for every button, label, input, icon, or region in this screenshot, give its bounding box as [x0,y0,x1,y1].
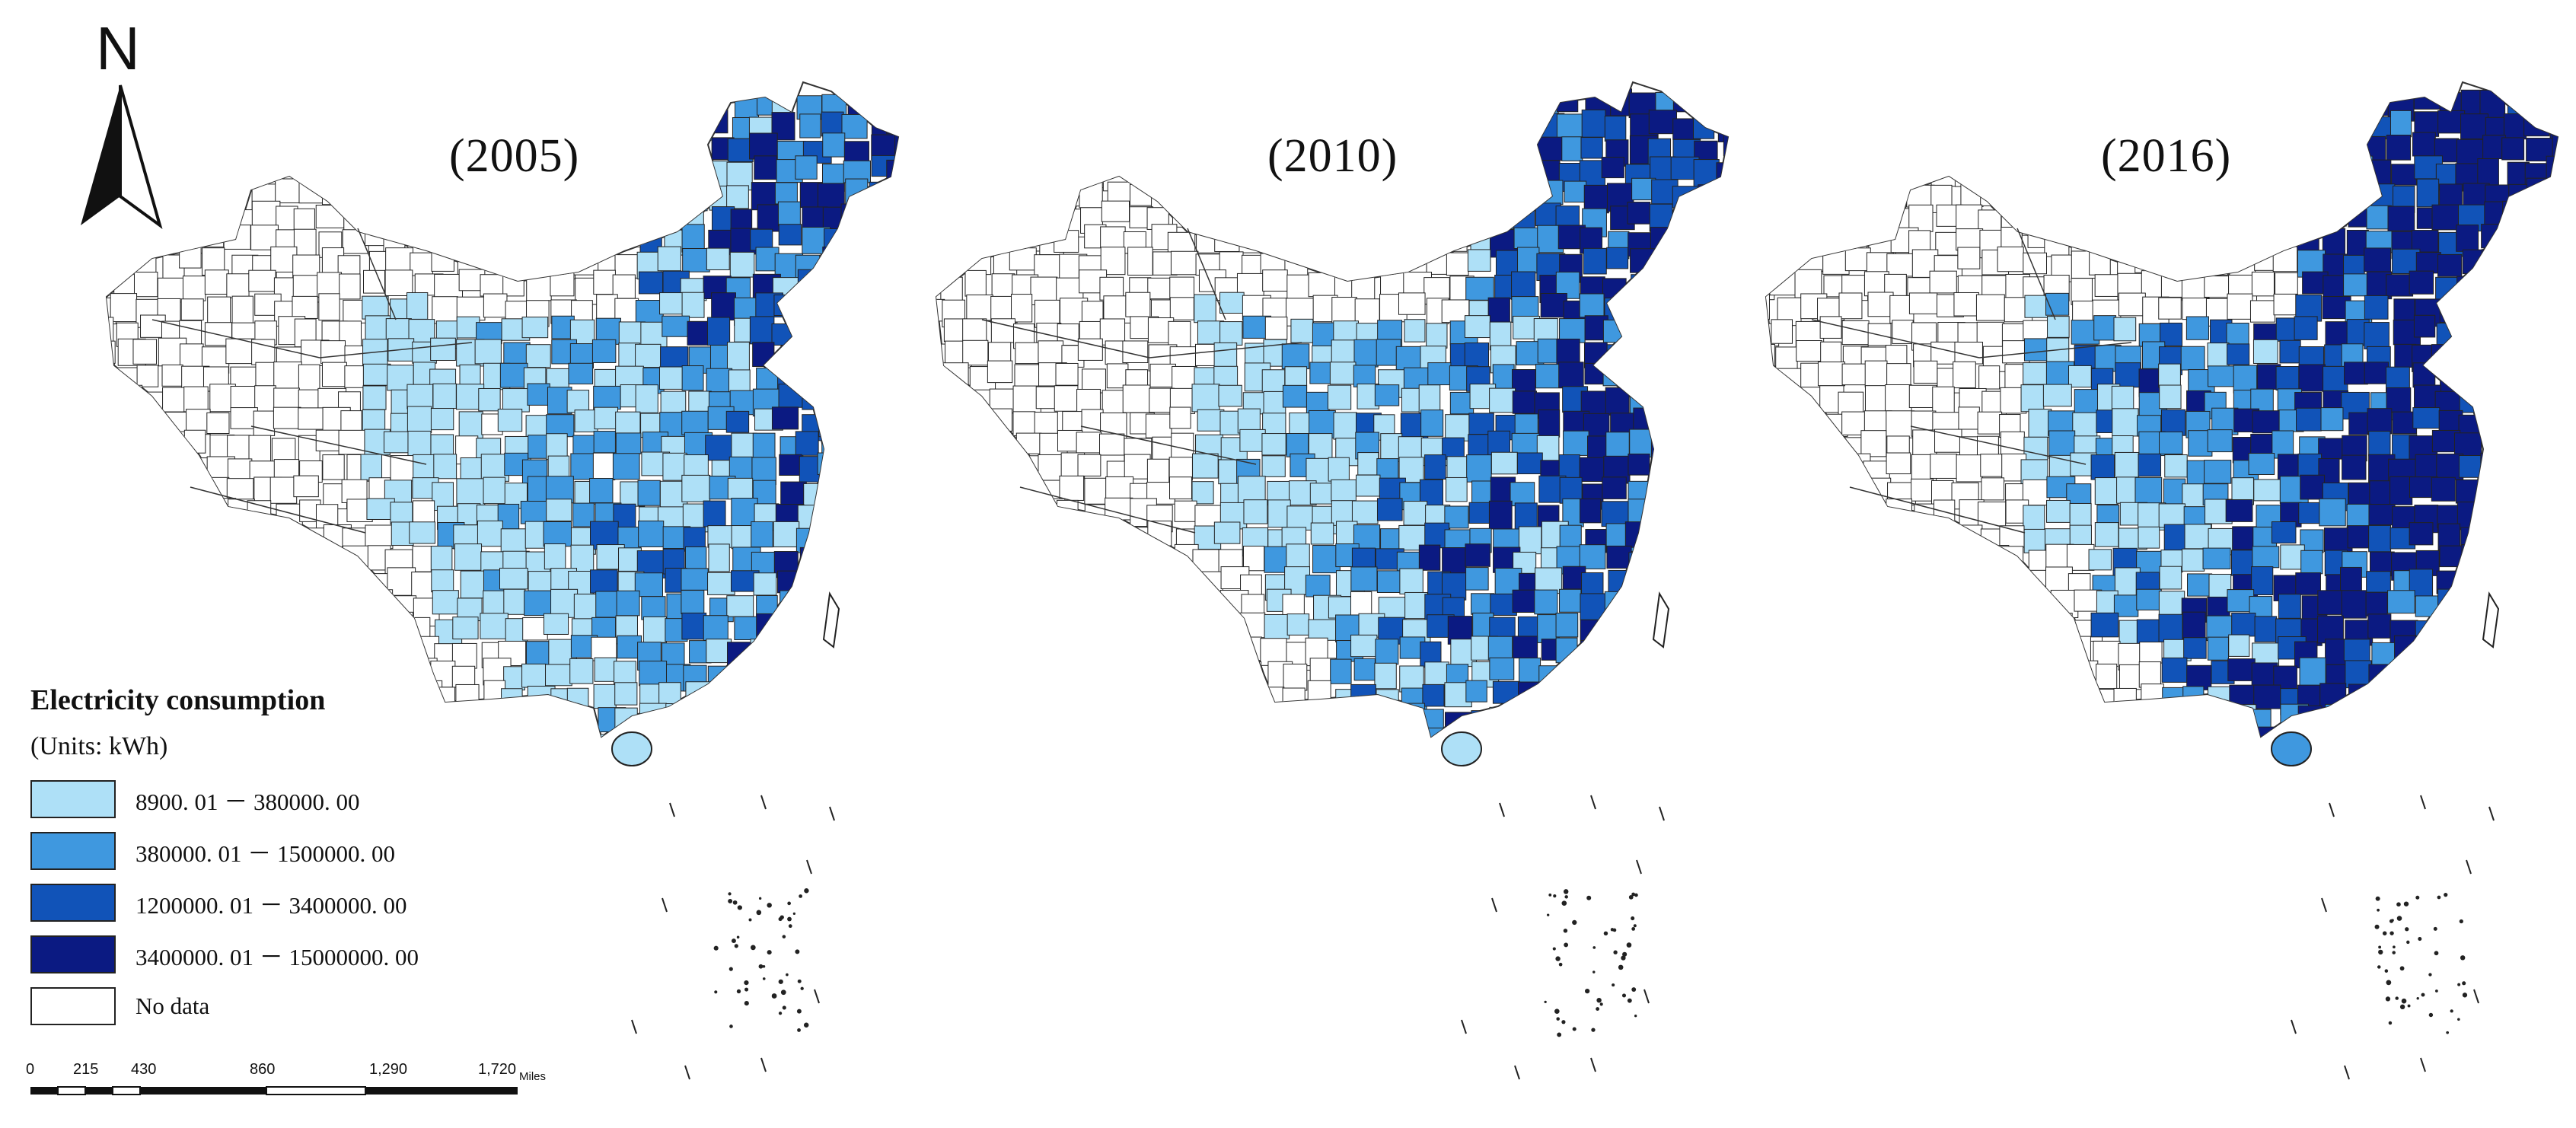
map-title-2016: (2016) [2101,130,2232,182]
legend-swatch [30,987,116,1025]
legend-swatch [30,884,116,922]
map-panel-2016 [1765,81,2559,1080]
legend-swatch [30,935,116,973]
legend-label: No data [135,993,210,1019]
legend-units: (Units: kWh) [30,732,168,760]
legend-swatch [30,780,116,818]
scale-tick-label: 0 [26,1061,35,1078]
legend-item: 3400000. 01 － 15000000. 00 [30,929,419,980]
map-title-2005: (2005) [449,130,580,182]
legend-swatch [30,832,116,870]
legend-item: 8900. 01 － 380000. 00 [30,773,419,825]
legend-item: 380000. 01 － 1500000. 00 [30,825,419,877]
legend-title: Electricity consumption [30,684,326,716]
scale-unit-label: Miles [519,1070,547,1083]
choropleth-maps [105,81,2559,1080]
legend-label: 380000. 01 － 1500000. 00 [135,840,395,867]
scale-tick-label: 215 [73,1061,99,1078]
legend: Electricity consumption (Units: kWh) 890… [30,683,419,1032]
legend-label: 1200000. 01 － 3400000. 00 [135,891,407,919]
map-panel-2010 [935,81,1730,1080]
scale-tick-label: 1,720 [478,1061,517,1078]
map-title-2010: (2010) [1267,130,1398,182]
scale-bar [30,1086,518,1095]
scale-tick-label: 430 [131,1061,157,1078]
north-label: N [96,14,140,82]
legend-label: 3400000. 01 － 15000000. 00 [135,943,419,970]
legend-item: 1200000. 01 － 3400000. 00 [30,877,419,929]
legend-label: 8900. 01 － 380000. 00 [135,788,360,815]
scale-tick-label: 860 [250,1061,276,1078]
north-arrow-icon [81,84,163,230]
legend-item: No data [30,980,419,1032]
scale-tick-label: 1,290 [369,1061,408,1078]
scale-bar-labels: 0 215 430 860 1,290 1,720 Miles [23,1061,571,1084]
